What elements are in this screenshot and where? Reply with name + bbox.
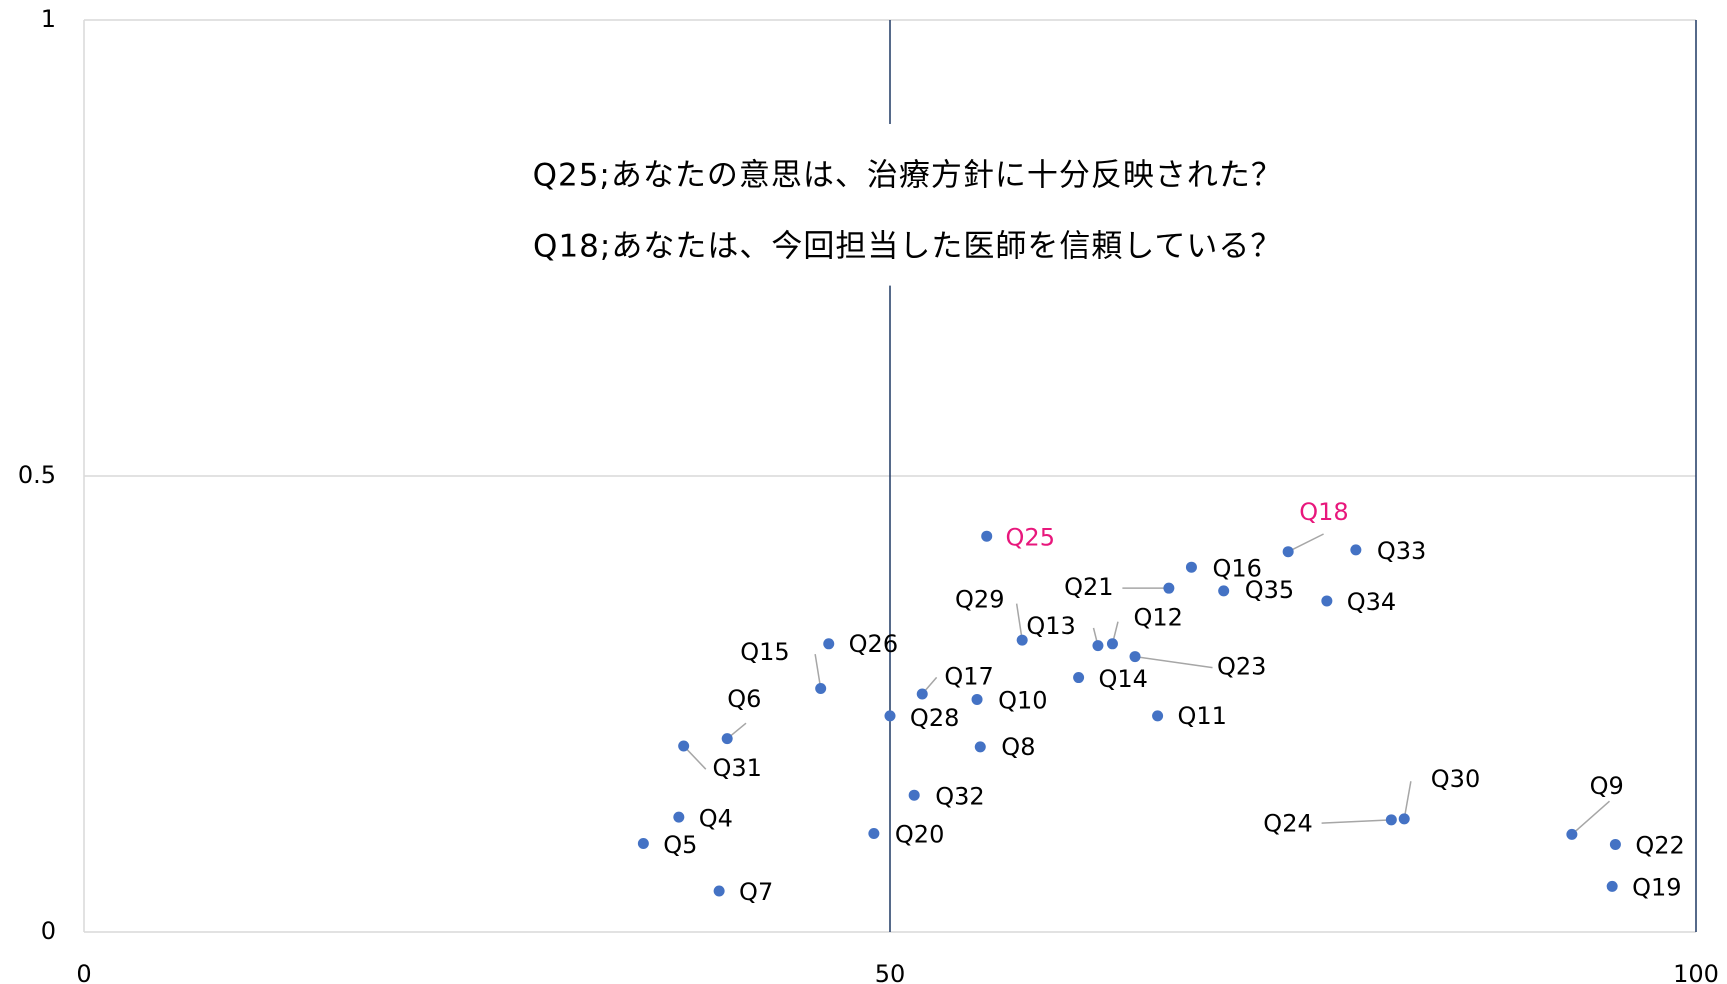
- y-tick-label: 0: [41, 917, 56, 945]
- point: [1106, 638, 1118, 650]
- point-label: Q9: [1590, 772, 1624, 800]
- point: [721, 733, 733, 745]
- point-label: Q16: [1212, 554, 1261, 582]
- point: [1385, 814, 1397, 826]
- point: [1609, 838, 1621, 850]
- point-label: Q5: [663, 831, 697, 859]
- point: [1282, 546, 1294, 558]
- leader-line: [1015, 603, 1023, 641]
- point-label: Q31: [712, 754, 761, 782]
- point-label: Q29: [955, 585, 1004, 613]
- point: [1073, 672, 1085, 684]
- point: [971, 693, 983, 705]
- chart-title: Q25;あなたの意思は、治療方針に十分反映された？: [533, 158, 1283, 194]
- point-label: Q19: [1632, 874, 1681, 902]
- point: [713, 885, 725, 897]
- point-label: Q4: [699, 804, 733, 832]
- point: [637, 838, 649, 850]
- point: [1398, 813, 1410, 825]
- point-label: Q25: [1006, 523, 1055, 551]
- x-tick-label: 100: [1673, 960, 1719, 984]
- point: [981, 530, 993, 542]
- leader-line: [1134, 655, 1213, 669]
- point: [1606, 880, 1618, 892]
- point-label: Q8: [1001, 733, 1035, 761]
- chart-title: Q18;あなたは、今回担当した医師を信頼している？: [533, 228, 1282, 264]
- point: [673, 811, 685, 823]
- point: [1092, 640, 1104, 652]
- point-label: Q24: [1263, 809, 1312, 837]
- point: [868, 828, 880, 840]
- point-label: Q12: [1133, 603, 1182, 631]
- x-tick-label: 0: [76, 960, 91, 984]
- leader-line: [1571, 800, 1611, 835]
- x-tick-label: 50: [875, 960, 906, 984]
- point: [916, 688, 928, 700]
- point: [678, 740, 690, 752]
- point-label: Q10: [998, 687, 1047, 715]
- point-label: Q35: [1245, 576, 1294, 604]
- point: [908, 789, 920, 801]
- point: [1016, 634, 1028, 646]
- point: [884, 710, 896, 722]
- point-label: Q14: [1099, 665, 1148, 693]
- leader-line: [1321, 819, 1392, 824]
- point-label: Q28: [910, 704, 959, 732]
- leader-line: [1403, 781, 1412, 820]
- title-box: [431, 123, 1384, 286]
- point-label: Q15: [740, 638, 789, 666]
- point-label: Q21: [1064, 573, 1113, 601]
- point: [1129, 651, 1141, 663]
- point: [815, 682, 827, 694]
- point-label: Q23: [1217, 653, 1266, 681]
- point: [1321, 595, 1333, 607]
- point-label: Q18: [1299, 498, 1348, 526]
- point: [1185, 561, 1197, 573]
- point-label: Q13: [1026, 612, 1075, 640]
- point-label: Q33: [1377, 537, 1426, 565]
- point: [1163, 582, 1175, 594]
- point-label: Q22: [1635, 832, 1684, 860]
- point-label: Q11: [1178, 702, 1227, 730]
- point-label: Q7: [739, 878, 773, 906]
- point: [1350, 544, 1362, 556]
- leader-line: [814, 654, 822, 689]
- point-label: Q30: [1431, 765, 1480, 793]
- leader-line: [1287, 533, 1324, 553]
- point-label: Q26: [849, 630, 898, 658]
- point-label: Q6: [727, 685, 761, 713]
- point: [1152, 710, 1164, 722]
- point-label: Q17: [944, 662, 993, 690]
- point: [1566, 828, 1578, 840]
- point-label: Q34: [1347, 588, 1396, 616]
- y-tick-label: 0.5: [18, 461, 56, 489]
- point-label: Q20: [895, 821, 944, 849]
- point-label: Q32: [935, 782, 984, 810]
- point: [823, 638, 835, 650]
- y-tick-label: 1: [41, 5, 56, 33]
- point: [1218, 585, 1230, 597]
- point: [974, 741, 986, 753]
